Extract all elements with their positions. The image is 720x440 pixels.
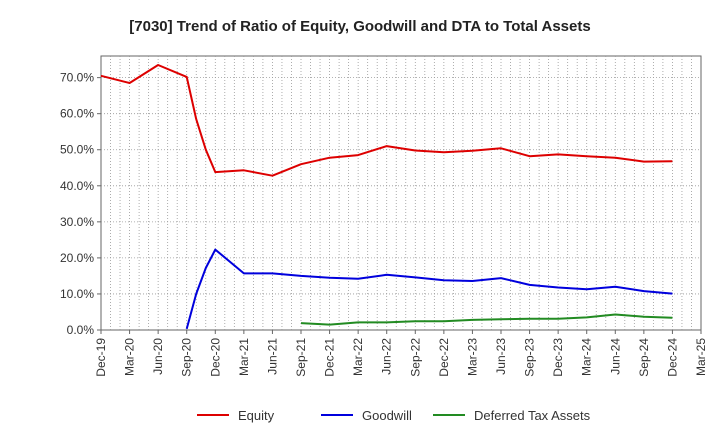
series-line-goodwill [185,248,673,330]
x-tick-label: Sep-22 [408,338,422,377]
x-tick-label: Mar-24 [580,338,594,376]
x-tick-label: Dec-23 [551,338,565,377]
y-tick-label: 30.0% [60,215,94,229]
series-line-equity [100,64,673,177]
x-tick-label: Sep-23 [523,338,537,377]
x-tick-label: Mar-23 [465,338,479,376]
legend: Equity Goodwill Deferred Tax Assets [197,408,591,423]
legend-label: Equity [238,408,275,423]
series-line-deferred-tax-assets [300,313,673,326]
plot-area [100,55,702,331]
y-tick-label: 20.0% [60,251,94,265]
x-tick-label: Jun-21 [265,338,279,375]
x-tick-label: Jun-22 [380,338,394,375]
x-tick-label: Dec-19 [94,338,108,377]
x-tick-label: Mar-21 [237,338,251,376]
axis-layer: 0.0% 10.0% 20.0% 30.0% 40.0% 50.0% 60.0% 70.0% D… [60,71,708,377]
x-tick-label: Mar-25 [694,338,708,376]
x-tick-label: Dec-20 [208,338,222,377]
x-tick-label: Mar-22 [351,338,365,376]
y-tick-label: 40.0% [60,179,94,193]
legend-label: Goodwill [362,408,412,423]
y-tick-label: 0.0% [67,323,95,337]
x-tick-label: Dec-22 [437,338,451,377]
x-tick-label: Jun-24 [608,338,622,375]
chart-title: [7030] Trend of Ratio of Equity, Goodwil… [129,18,590,35]
series-layer [100,64,673,330]
y-tick-label: 60.0% [60,107,94,121]
y-tick-label: 70.0% [60,71,94,85]
x-tick-label: Jun-23 [494,338,508,375]
x-tick-label: Sep-21 [294,338,308,377]
x-tick-label: Mar-20 [123,338,137,376]
grid-layer [101,56,701,330]
x-tick-label: Dec-21 [323,338,337,377]
y-tick-label: 50.0% [60,143,94,157]
x-tick-label: Dec-24 [665,338,679,377]
x-tick-label: Sep-24 [637,338,651,377]
y-tick-label: 10.0% [60,287,94,301]
legend-label: Deferred Tax Assets [474,408,591,423]
x-tick-label: Sep-20 [180,338,194,377]
x-tick-label: Jun-20 [151,338,165,375]
